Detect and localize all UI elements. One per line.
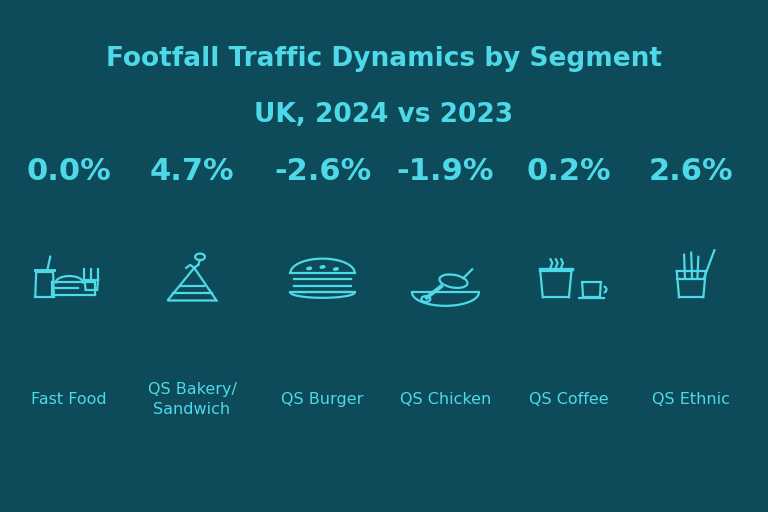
Text: 4.7%: 4.7% xyxy=(150,157,234,186)
Text: QS Coffee: QS Coffee xyxy=(528,392,608,407)
Text: UK, 2024 vs 2023: UK, 2024 vs 2023 xyxy=(254,102,514,128)
Text: 0.0%: 0.0% xyxy=(27,157,111,186)
Text: Fast Food: Fast Food xyxy=(31,392,107,407)
Text: Footfall Traffic Dynamics by Segment: Footfall Traffic Dynamics by Segment xyxy=(106,46,662,72)
Text: 0.2%: 0.2% xyxy=(526,157,611,186)
Text: QS Chicken: QS Chicken xyxy=(400,392,491,407)
Text: -2.6%: -2.6% xyxy=(274,157,371,186)
Text: QS Burger: QS Burger xyxy=(281,392,364,407)
Text: -1.9%: -1.9% xyxy=(397,157,494,186)
Text: QS Ethnic: QS Ethnic xyxy=(652,392,730,407)
Text: QS Bakery/
Sandwich: QS Bakery/ Sandwich xyxy=(147,382,237,417)
Text: 2.6%: 2.6% xyxy=(649,157,733,186)
